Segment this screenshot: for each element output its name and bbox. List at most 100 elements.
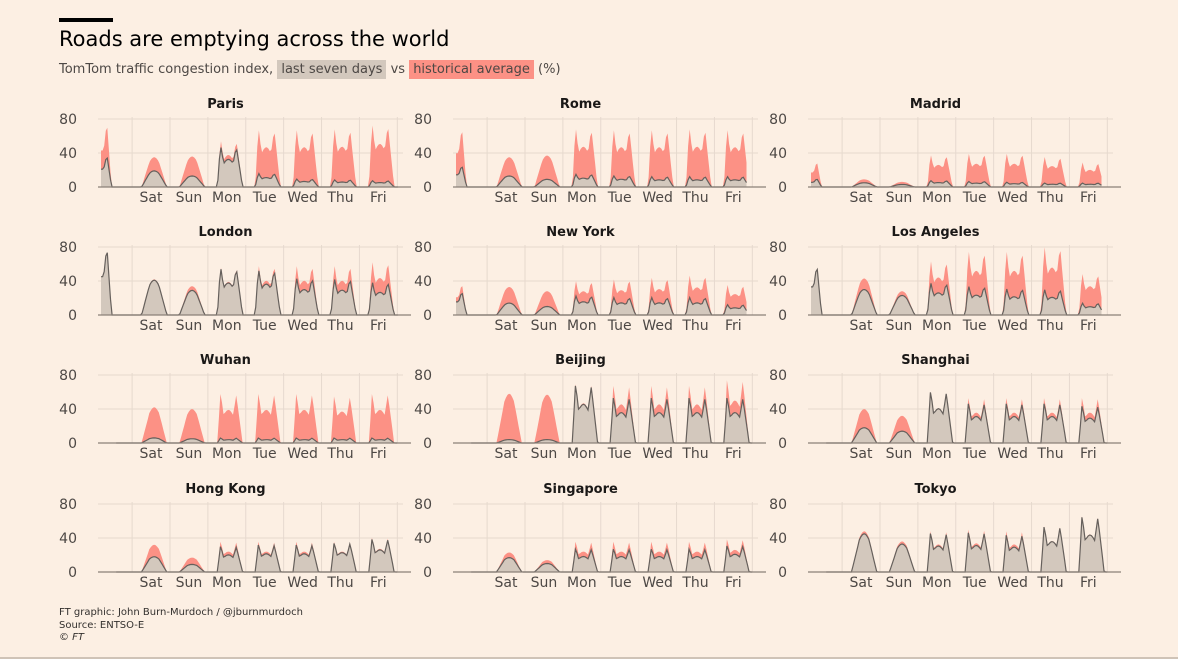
panel-tokyo: Tokyo 0 40 80 Sat Sun Mon Tue Wed Thu Fri [769,482,1121,591]
y-tick-label: 80 [414,368,432,384]
y-tick-label: 0 [68,308,77,324]
y-tick-label: 80 [59,112,77,128]
y-tick-label: 0 [68,565,77,581]
y-tick-label: 80 [769,368,787,384]
chart-title: Roads are emptying across the world [59,27,450,51]
x-tick-label: Thu [326,575,353,591]
bottom-rule [0,657,1178,659]
y-tick-label: 40 [59,531,77,547]
series-historical-area [101,262,398,315]
panel-title: Madrid [910,97,961,112]
y-tick-label: 40 [59,402,77,418]
series-historical-area [811,247,1102,315]
x-tick-label: Tue [252,575,277,591]
x-tick-label: Fri [1080,318,1097,334]
x-tick-label: Thu [681,575,708,591]
x-tick-label: Thu [326,190,353,206]
x-tick-label: Sat [495,575,518,591]
series-historical-area [811,153,1102,187]
series-recent-area [116,437,398,443]
x-tick-label: Mon [212,318,242,334]
y-tick-label: 80 [414,112,432,128]
x-tick-label: Thu [326,318,353,334]
x-tick-label: Mon [567,318,597,334]
x-tick-label: Sun [886,190,913,206]
panel-title: London [199,225,253,240]
x-tick-label: Tue [962,318,987,334]
x-tick-label: Wed [642,446,673,462]
x-tick-label: Tue [252,446,277,462]
x-tick-label: Wed [997,318,1028,334]
x-tick-label: Fri [370,318,387,334]
panel-london: London 0 40 80 Sat Sun Mon Tue Wed Thu Fri [59,225,411,334]
series-historical-area [456,129,747,187]
legend-historical: historical average [409,60,534,79]
x-tick-label: Sat [140,318,163,334]
panel-title: Tokyo [914,482,956,497]
x-tick-label: Mon [567,575,597,591]
x-tick-label: Tue [607,446,632,462]
y-tick-label: 40 [59,146,77,162]
x-tick-label: Fri [370,446,387,462]
x-tick-label: Sat [850,190,873,206]
x-tick-label: Mon [212,190,242,206]
x-tick-label: Tue [252,190,277,206]
x-tick-label: Wed [642,318,673,334]
y-tick-label: 40 [59,274,77,290]
series-historical-area [116,537,398,572]
x-tick-label: Tue [252,318,277,334]
x-tick-label: Wed [287,446,318,462]
y-tick-label: 40 [414,531,432,547]
y-tick-label: 0 [778,308,787,324]
panel-shanghai: Shanghai 0 40 80 Sat Sun Mon Tue Wed Thu Fri [769,353,1121,462]
series-recent-line [826,392,1108,444]
x-tick-label: Tue [607,575,632,591]
series-historical-area [116,394,398,443]
footer-credit: FT graphic: John Burn-Murdoch / @jburnmu… [59,607,303,618]
y-tick-label: 80 [414,497,432,513]
series-historical-area [456,275,747,315]
y-tick-label: 0 [68,436,77,452]
series-recent-area [826,517,1108,572]
x-tick-label: Sun [176,446,203,462]
x-tick-label: Wed [997,575,1028,591]
panel-madrid: Madrid 0 40 80 Sat Sun Mon Tue Wed Thu Fri [769,97,1121,206]
footer-copyright: © FT [59,632,85,643]
x-tick-label: Sun [531,575,558,591]
x-tick-label: Tue [962,575,987,591]
y-tick-label: 0 [423,180,432,196]
x-tick-label: Wed [997,446,1028,462]
x-tick-label: Sun [531,446,558,462]
panel-paris: Paris 0 40 80 Sat Sun Mon Tue Wed Thu Fri [59,97,411,206]
x-tick-label: Sun [176,575,203,591]
legend-recent: last seven days [277,60,387,79]
x-tick-label: Fri [725,575,742,591]
series-recent-line [116,437,398,444]
y-tick-label: 80 [59,240,77,256]
x-tick-label: Tue [607,318,632,334]
panel-singapore: Singapore 0 40 80 Sat Sun Mon Tue Wed Thu Fri [414,482,766,591]
x-tick-label: Fri [1080,190,1097,206]
panel-rome: Rome 0 40 80 Sat Sun Mon Tue Wed Thu Fri [414,97,766,206]
y-tick-label: 40 [414,274,432,290]
panel-new-york: New York 0 40 80 Sat Sun Mon Tue Wed Thu Fri [414,225,766,334]
y-tick-label: 80 [414,240,432,256]
panel-title: Shanghai [901,353,969,368]
y-tick-label: 80 [59,497,77,513]
panel-title: Los Angeles [892,225,980,240]
x-tick-label: Fri [1080,446,1097,462]
x-tick-label: Mon [567,190,597,206]
x-tick-label: Wed [287,190,318,206]
subtitle-prefix: TomTom traffic congestion index, [59,62,274,77]
y-tick-label: 80 [59,368,77,384]
y-tick-label: 0 [68,180,77,196]
panel-title: Paris [207,97,244,112]
y-tick-label: 0 [778,565,787,581]
x-tick-label: Thu [1036,575,1063,591]
x-tick-label: Tue [962,446,987,462]
x-tick-label: Sat [140,575,163,591]
series-recent-line [116,539,398,573]
x-tick-label: Mon [212,446,242,462]
series-historical-area [101,125,398,187]
series-historical-area [826,395,1108,443]
